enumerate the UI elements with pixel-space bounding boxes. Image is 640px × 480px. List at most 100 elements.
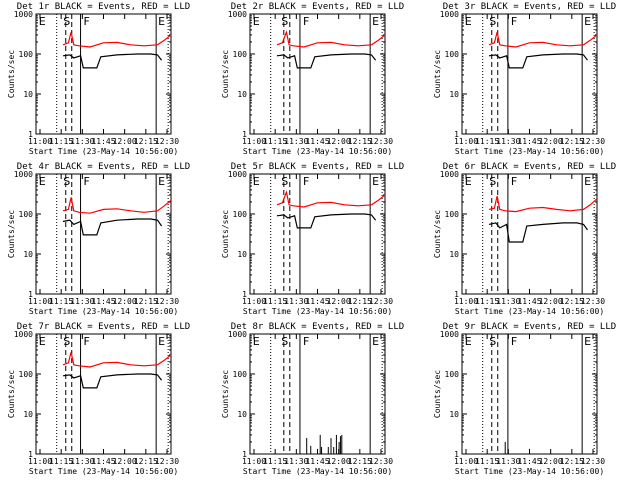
x-tick-label: 12:30 bbox=[369, 137, 393, 146]
x-tick-label: 11:00 bbox=[242, 457, 266, 466]
x-tick-label: 12:15 bbox=[134, 457, 158, 466]
x-axis-label: Start Time (23-May-14 10:56:00) bbox=[29, 147, 178, 156]
x-tick-label: 12:00 bbox=[539, 297, 563, 306]
y-tick-label: 100 bbox=[233, 370, 248, 379]
series-line-events bbox=[62, 373, 163, 389]
y-axis-label: Counts/sec bbox=[7, 50, 16, 98]
y-tick-label: 10 bbox=[23, 90, 33, 99]
x-tick-label: 11:15 bbox=[49, 457, 73, 466]
marker-label-e: E bbox=[158, 15, 165, 28]
y-tick-label: 1000 bbox=[440, 330, 459, 339]
y-tick-label: 100 bbox=[19, 210, 34, 219]
x-tick-label: 12:15 bbox=[348, 297, 372, 306]
chart-panel-4: Det 4r BLACK = Events, RED = LLD 1 10 100 10… bbox=[7, 162, 190, 316]
x-tick-label: 11:00 bbox=[28, 457, 52, 466]
x-tick-label: 12:15 bbox=[560, 297, 584, 306]
x-tick-label: 12:30 bbox=[581, 137, 605, 146]
y-tick-label: 1 bbox=[454, 290, 459, 299]
x-tick-label: 12:30 bbox=[581, 457, 605, 466]
marker-label-s: S bbox=[489, 335, 496, 348]
x-tick-label: 11:15 bbox=[475, 297, 499, 306]
x-axis-label: Start Time (23-May-14 10:56:00) bbox=[243, 307, 392, 316]
marker-label-s: S bbox=[281, 175, 288, 188]
series-line-events bbox=[488, 53, 588, 69]
y-tick-label: 1000 bbox=[228, 170, 247, 179]
y-axis-label: Counts/sec bbox=[7, 210, 16, 258]
x-tick-label: 11:00 bbox=[454, 457, 478, 466]
y-tick-label: 100 bbox=[233, 210, 248, 219]
marker-label-e: E bbox=[158, 335, 165, 348]
marker-label-e: E bbox=[465, 175, 472, 188]
x-tick-label: 11:30 bbox=[284, 297, 308, 306]
marker-label-e: E bbox=[465, 15, 472, 28]
series-line-lld bbox=[488, 195, 598, 213]
x-tick-label: 12:15 bbox=[348, 457, 372, 466]
chart-title: Det 4r BLACK = Events, RED = LLD bbox=[17, 162, 190, 172]
x-tick-label: 12:15 bbox=[560, 137, 584, 146]
y-tick-label: 1 bbox=[242, 290, 247, 299]
x-tick-label: 11:45 bbox=[91, 457, 115, 466]
marker-label-f: F bbox=[84, 335, 90, 348]
x-tick-label: 12:30 bbox=[155, 457, 179, 466]
y-tick-label: 10 bbox=[449, 250, 459, 259]
chart-panel-2: Det 2r BLACK = Events, RED = LLD 1 10 100 10… bbox=[221, 2, 404, 156]
x-tick-label: 11:15 bbox=[263, 457, 287, 466]
y-tick-label: 1000 bbox=[440, 10, 459, 19]
y-tick-label: 1 bbox=[454, 130, 459, 139]
marker-label-s: S bbox=[63, 15, 70, 28]
x-axis-label: Start Time (23-May-14 10:56:00) bbox=[455, 147, 604, 156]
y-tick-label: 1 bbox=[242, 130, 247, 139]
x-tick-label: 12:30 bbox=[155, 297, 179, 306]
marker-label-s: S bbox=[489, 15, 496, 28]
chart-panel-6: Det 6r BLACK = Events, RED = LLD 1 10 100 10… bbox=[433, 162, 616, 316]
x-tick-label: 12:00 bbox=[539, 137, 563, 146]
marker-label-f: F bbox=[303, 335, 309, 348]
marker-label-f: F bbox=[303, 15, 309, 28]
y-tick-label: 100 bbox=[19, 370, 34, 379]
chart-title: Det 7r BLACK = Events, RED = LLD bbox=[17, 322, 190, 332]
x-tick-label: 11:30 bbox=[70, 297, 94, 306]
x-tick-label: 11:15 bbox=[263, 137, 287, 146]
y-tick-label: 100 bbox=[445, 210, 460, 219]
y-tick-label: 1 bbox=[28, 450, 33, 459]
x-tick-label: 12:15 bbox=[348, 137, 372, 146]
x-tick-label: 12:00 bbox=[113, 297, 137, 306]
y-tick-label: 1000 bbox=[228, 10, 247, 19]
marker-label-s: S bbox=[489, 175, 496, 188]
marker-label-e: E bbox=[39, 175, 46, 188]
x-tick-label: 12:00 bbox=[113, 457, 137, 466]
x-tick-label: 11:15 bbox=[49, 137, 73, 146]
x-tick-label: 12:00 bbox=[539, 457, 563, 466]
series-line-events bbox=[488, 222, 588, 243]
y-tick-label: 10 bbox=[449, 410, 459, 419]
y-tick-label: 10 bbox=[23, 410, 33, 419]
x-tick-label: 11:45 bbox=[305, 137, 329, 146]
marker-label-s: S bbox=[281, 15, 288, 28]
x-tick-label: 11:45 bbox=[305, 457, 329, 466]
x-tick-label: 11:00 bbox=[28, 137, 52, 146]
y-tick-label: 1 bbox=[28, 130, 33, 139]
marker-label-s: S bbox=[63, 335, 70, 348]
x-tick-label: 11:30 bbox=[496, 137, 520, 146]
chart-title: Det 8r BLACK = Events, RED = LLD bbox=[231, 322, 404, 332]
y-axis-label: Counts/sec bbox=[7, 370, 16, 418]
y-tick-label: 1000 bbox=[228, 330, 247, 339]
series-line-events bbox=[62, 53, 163, 69]
x-tick-label: 11:30 bbox=[70, 457, 94, 466]
x-axis-label: Start Time (23-May-14 10:56:00) bbox=[243, 467, 392, 476]
x-tick-label: 11:45 bbox=[91, 137, 115, 146]
x-tick-label: 11:45 bbox=[91, 297, 115, 306]
marker-label-f: F bbox=[84, 15, 90, 28]
y-axis-label: Counts/sec bbox=[221, 370, 230, 418]
x-axis-label: Start Time (23-May-14 10:56:00) bbox=[455, 467, 604, 476]
x-tick-label: 12:30 bbox=[369, 297, 393, 306]
marker-label-e: E bbox=[39, 15, 46, 28]
marker-label-e: E bbox=[584, 15, 591, 28]
marker-label-e: E bbox=[465, 335, 472, 348]
chart-panel-3: Det 3r BLACK = Events, RED = LLD 1 10 100 10… bbox=[433, 2, 616, 156]
x-tick-label: 11:00 bbox=[454, 297, 478, 306]
series-line-events bbox=[276, 53, 377, 69]
y-tick-label: 1 bbox=[454, 450, 459, 459]
x-axis-label: Start Time (23-May-14 10:56:00) bbox=[455, 307, 604, 316]
y-tick-label: 10 bbox=[237, 250, 247, 259]
